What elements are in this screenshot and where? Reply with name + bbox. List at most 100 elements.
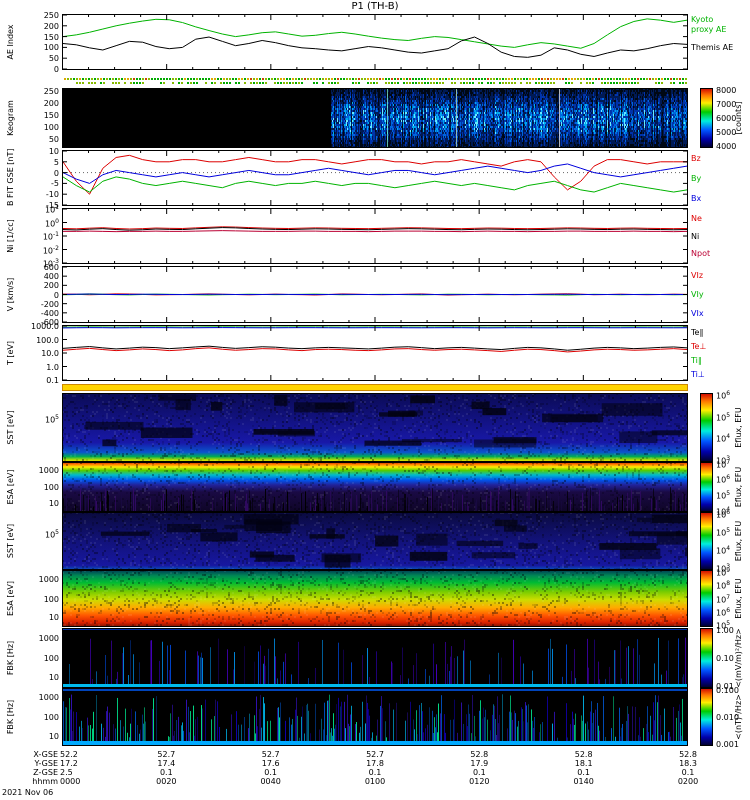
axis-row-label: Z-GSE (14, 768, 58, 777)
v-y-tick: 600 (0, 263, 59, 272)
v-trace-label: VIy (691, 290, 704, 299)
sst_i-axis-label: SST [eV] (6, 393, 16, 462)
fbk_b-colorbar-unit-label: <(nT)²/Hz> (734, 688, 744, 746)
axis-value: 18.1 (558, 759, 610, 768)
panel-esa-i: ESA [eV] 1000 100 10 107 106 105 104 Eflux, EFU (0, 462, 750, 512)
keo-colorbar-tick: 5000 (716, 128, 750, 137)
b-trace-label: Bz (691, 154, 701, 163)
esa_e-y-tick: 10 (0, 613, 59, 622)
ground-station-dot-strip (62, 76, 688, 86)
esa_e-colorbar-tick: 107 (716, 595, 750, 605)
axis-row-label: X-GSE (14, 750, 58, 759)
axis-value: 17.6 (245, 759, 297, 768)
esa_e-colorbar-tick: 106 (716, 608, 750, 618)
panel-ybar (0, 384, 750, 391)
sst_e-colorbar-unit-label: Eflux, EFU (734, 512, 744, 570)
esa_i-colorbar-tick: 105 (716, 491, 750, 501)
sst_i-colorbar-tick: 105 (716, 413, 750, 423)
ae-y-tick: 250 (0, 11, 59, 20)
axis-value: 52.8 (558, 750, 610, 759)
sst_e-colorbar-tick: 106 (716, 510, 750, 520)
esa_i-plot-canvas (62, 462, 688, 512)
sst_i-colorbar (700, 393, 713, 462)
ae-plot-canvas (62, 14, 688, 70)
keo-y-tick: 50 (0, 135, 59, 144)
mode-bar (62, 384, 688, 391)
fbk_e-colorbar-unit-label: <(mV/m)²/Hz> (734, 628, 744, 688)
axis-value: 52.8 (453, 750, 505, 759)
fbk_b-y-tick: 100 (0, 713, 59, 722)
v-y-tick: -400 (0, 309, 59, 318)
axis-value: 17.2 (60, 759, 112, 768)
t-trace-label: Te∥ (691, 328, 703, 337)
panel-b: B FIT GSE [nT] 10 5 0 -5 -10 -15 Bz By Bx (0, 150, 750, 206)
keo-plot-canvas (62, 88, 688, 148)
esa_e-colorbar (700, 570, 713, 627)
v-y-tick: -200 (0, 300, 59, 309)
t-trace-label: Ti∥ (691, 356, 702, 365)
ni-trace-label: Ne (691, 214, 702, 223)
panel-fbk-e: FBK [Hz] 1000 100 10 1.00 0.10 0.01 <(mV/m)²/Hz… (0, 628, 750, 688)
fbk_e-colorbar-tick: 0.10 (716, 654, 750, 663)
ni-y-tick: 10-1 (0, 232, 59, 242)
keo-colorbar-tick: 7000 (716, 100, 750, 109)
v-y-tick: 0 (0, 291, 59, 300)
axis-value: 52.7 (140, 750, 192, 759)
ae-y-tick: 200 (0, 22, 59, 31)
axis-value: 0200 (662, 777, 714, 786)
panel-t: T [eV] 1000.0 100.0 10.0 1.0 0.1 Te∥ Te⊥ Ti∥ Ti⊥ (0, 325, 750, 381)
esa_e-colorbar-tick: 108 (716, 581, 750, 591)
sst_e-plot-canvas (62, 512, 688, 570)
keo-y-tick: 250 (0, 87, 59, 96)
ni-y-tick: 100 (0, 219, 59, 229)
t-y-tick: 10.0 (0, 349, 59, 358)
bottom-axis: X-GSE 52.2 52.7 52.7 52.7 52.8 52.8 52.8 Y-GSE 17… (0, 750, 750, 800)
ae-trace-label: proxy AE (691, 25, 726, 34)
axis-value: 0.1 (558, 768, 610, 777)
axis-value: 0100 (349, 777, 401, 786)
ae-trace-label: Kyoto (691, 15, 713, 24)
t-y-tick: 1.0 (0, 363, 59, 372)
fbk_b-colorbar-tick: 0.010 (716, 713, 750, 722)
keo-colorbar (700, 88, 713, 148)
esa_e-colorbar-unit-label: Eflux, EFU (734, 570, 744, 627)
plot-title: P1 (TH-B) (0, 1, 750, 12)
ni-plot-canvas (62, 208, 688, 264)
axis-value: 52.7 (349, 750, 401, 759)
ae-y-tick: 50 (0, 54, 59, 63)
axis-value: 18.3 (662, 759, 714, 768)
keo-colorbar-tick: 6000 (716, 114, 750, 123)
ni-y-tick: 101 (0, 205, 59, 215)
fbk_b-y-tick: 10 (0, 732, 59, 741)
b-y-tick: -10 (0, 190, 59, 199)
t-y-tick: 1000.0 (0, 322, 59, 331)
axis-value: 2.5 (60, 768, 112, 777)
esa_e-y-tick: 1000 (0, 575, 59, 584)
sst_i-plot-canvas (62, 393, 688, 462)
v-trace-label: VIx (691, 309, 704, 318)
fbk_e-colorbar (700, 628, 713, 688)
ae-y-tick: 0 (0, 65, 59, 74)
axis-value: 52.2 (60, 750, 112, 759)
t-trace-label: Ti⊥ (691, 370, 705, 379)
fbk_b-colorbar-tick: 0.001 (716, 740, 750, 749)
fbk_e-y-tick: 10 (0, 673, 59, 682)
overview-plot-window: P1 (TH-B) AE Index 250 200 150 100 50 0 Kyoto pr… (0, 0, 750, 800)
b-y-tick: 0 (0, 169, 59, 178)
fbk_b-plot-canvas (62, 688, 688, 746)
b-y-tick: 10 (0, 147, 59, 156)
ni-y-tick: 10-2 (0, 246, 59, 256)
esa_i-colorbar-tick: 107 (716, 460, 750, 470)
t-y-tick: 100.0 (0, 336, 59, 345)
axis-row-label: Y-GSE (14, 759, 58, 768)
ae-y-tick: 100 (0, 43, 59, 52)
sst_i-colorbar-tick: 104 (716, 434, 750, 444)
esa_i-colorbar-unit-label: Eflux, EFU (734, 462, 744, 512)
v-trace-label: VIz (691, 271, 703, 280)
axis-value: 0.1 (349, 768, 401, 777)
panel-sst-e: SST [eV] 105 106 105 104 103 Eflux, EFU (0, 512, 750, 570)
sst_e-colorbar (700, 512, 713, 570)
axis-value: 0040 (245, 777, 297, 786)
fbk_e-y-tick: 1000 (0, 634, 59, 643)
keo-y-tick: 200 (0, 99, 59, 108)
